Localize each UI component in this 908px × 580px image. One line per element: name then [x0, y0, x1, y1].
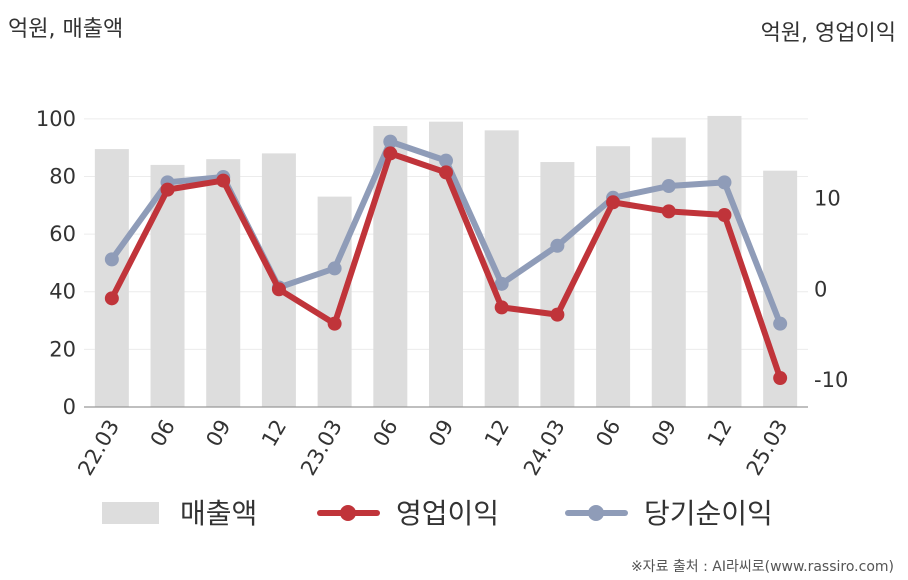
point-operating-income — [606, 195, 621, 210]
point-net-income — [773, 316, 788, 331]
legend-label-operating-income: 영업이익 — [396, 497, 499, 530]
x-tick-label: 06 — [368, 416, 402, 451]
left-tick-label: 40 — [49, 280, 76, 304]
left-tick-label: 20 — [49, 337, 76, 361]
x-tick-label: 09 — [647, 416, 681, 451]
right-tick-label: -10 — [814, 368, 848, 392]
legend-label-net-income: 당기순이익 — [644, 497, 773, 530]
x-tick-label: 22.03 — [73, 416, 124, 480]
point-operating-income — [327, 316, 342, 331]
point-net-income — [494, 276, 509, 291]
x-tick-label: 06 — [591, 416, 625, 451]
left-tick-label: 60 — [49, 222, 76, 246]
point-operating-income — [216, 173, 231, 188]
left-tick-label: 100 — [36, 107, 76, 131]
x-tick-label: 23.03 — [296, 416, 347, 480]
legend-marker-operating-income — [340, 505, 356, 521]
bars — [94, 115, 798, 408]
point-net-income — [550, 238, 565, 253]
right-tick-label: 0 — [814, 277, 827, 301]
point-net-income — [104, 252, 119, 267]
bar-sales — [651, 137, 686, 408]
x-tick-label: 12 — [480, 416, 514, 451]
x-tick-label: 12 — [257, 416, 291, 451]
legend-swatch-sales — [102, 502, 159, 524]
point-operating-income — [160, 182, 175, 197]
left-tick-label: 0 — [63, 395, 76, 419]
x-tick-label: 25.03 — [742, 416, 793, 480]
left-tick-label: 80 — [49, 164, 76, 188]
bar-sales — [707, 115, 742, 407]
point-operating-income — [550, 307, 565, 322]
right-tick-label: 10 — [814, 187, 841, 211]
point-operating-income — [439, 165, 453, 180]
legend-label-sales: 매출액 — [180, 497, 257, 530]
point-operating-income — [104, 291, 119, 306]
x-tick-label: 09 — [201, 416, 235, 451]
point-operating-income — [773, 371, 788, 386]
legend-marker-net-income — [588, 505, 604, 521]
x-tick-label: 24.03 — [519, 416, 570, 480]
lines — [104, 134, 788, 386]
left-axis-unit-label: 억원, 매출액 — [8, 17, 123, 42]
legend: 매출액 영업이익 당기순이익 — [102, 497, 773, 530]
point-net-income — [439, 153, 453, 168]
bar-sales — [317, 196, 352, 407]
bar-sales — [261, 153, 296, 407]
x-tick-label: 06 — [146, 416, 180, 451]
right-axis-unit-label: 억원, 영업이익 — [761, 21, 896, 46]
point-net-income — [717, 175, 732, 190]
x-tick-label: 09 — [424, 416, 458, 451]
bar-sales — [540, 162, 575, 407]
x-tick-label: 12 — [703, 416, 737, 451]
point-net-income — [327, 261, 342, 276]
bar-sales — [596, 146, 631, 408]
point-operating-income — [383, 146, 398, 161]
point-net-income — [383, 134, 398, 149]
source-note: ※자료 출처 : AI라씨로(www.rassiro.com) — [631, 559, 894, 575]
point-operating-income — [661, 204, 676, 219]
point-operating-income — [271, 282, 286, 297]
point-operating-income — [494, 300, 509, 315]
point-net-income — [661, 179, 676, 194]
bar-sales — [484, 130, 519, 407]
point-operating-income — [717, 207, 732, 222]
